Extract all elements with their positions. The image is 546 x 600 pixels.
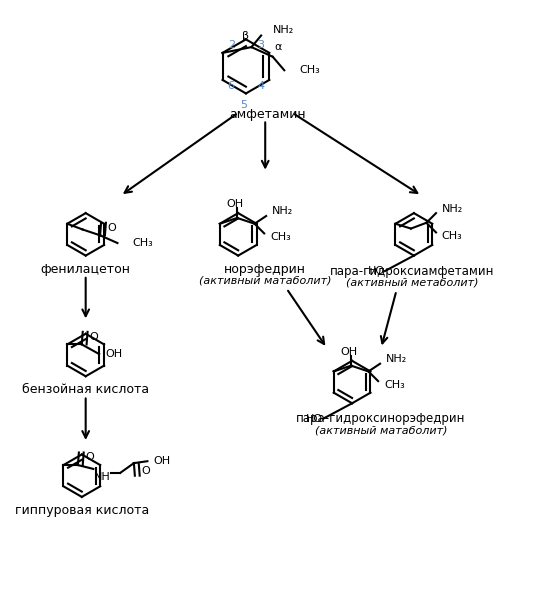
Text: 2: 2 — [228, 40, 235, 50]
Text: (активный матаболит): (активный матаболит) — [199, 275, 331, 286]
Text: OH: OH — [105, 349, 122, 359]
Text: NH: NH — [94, 472, 110, 482]
Text: O: O — [89, 332, 98, 341]
Text: O: O — [85, 452, 94, 463]
Text: O: O — [108, 223, 116, 233]
Text: фенилацетон: фенилацетон — [41, 263, 130, 275]
Text: NH₂: NH₂ — [386, 354, 407, 364]
Text: гиппуровая кислота: гиппуровая кислота — [15, 504, 149, 517]
Text: 3: 3 — [257, 40, 264, 50]
Text: бензойная кислота: бензойная кислота — [22, 383, 149, 396]
Text: норэфедрин: норэфедрин — [224, 263, 306, 275]
Text: O: O — [141, 466, 150, 476]
Text: β: β — [242, 31, 249, 41]
Text: пара-гидроксинорэфедрин: пара-гидроксинорэфедрин — [296, 412, 466, 425]
Text: CH₃: CH₃ — [300, 65, 321, 75]
Text: амфетамин: амфетамин — [229, 108, 305, 121]
Text: OH: OH — [227, 199, 244, 209]
Text: 5: 5 — [240, 100, 247, 110]
Text: NH₂: NH₂ — [272, 25, 294, 35]
Text: (активный метаболит): (активный метаболит) — [346, 278, 478, 287]
Text: (активный матаболит): (активный матаболит) — [315, 425, 447, 436]
Text: 6: 6 — [228, 81, 235, 91]
Text: NH₂: NH₂ — [442, 204, 463, 214]
Text: HO: HO — [368, 266, 385, 276]
Text: CH₃: CH₃ — [384, 380, 405, 390]
Text: 4: 4 — [257, 81, 264, 91]
Text: CH₃: CH₃ — [442, 231, 462, 241]
Text: OH: OH — [153, 456, 170, 466]
Text: NH₂: NH₂ — [272, 206, 293, 216]
Text: пара-гидроксиамфетамин: пара-гидроксиамфетамин — [330, 265, 494, 278]
Text: OH: OH — [341, 347, 358, 357]
Text: CH₃: CH₃ — [132, 238, 153, 248]
Text: CH₃: CH₃ — [270, 232, 291, 242]
Text: HO: HO — [306, 414, 323, 424]
Text: α: α — [275, 42, 282, 52]
